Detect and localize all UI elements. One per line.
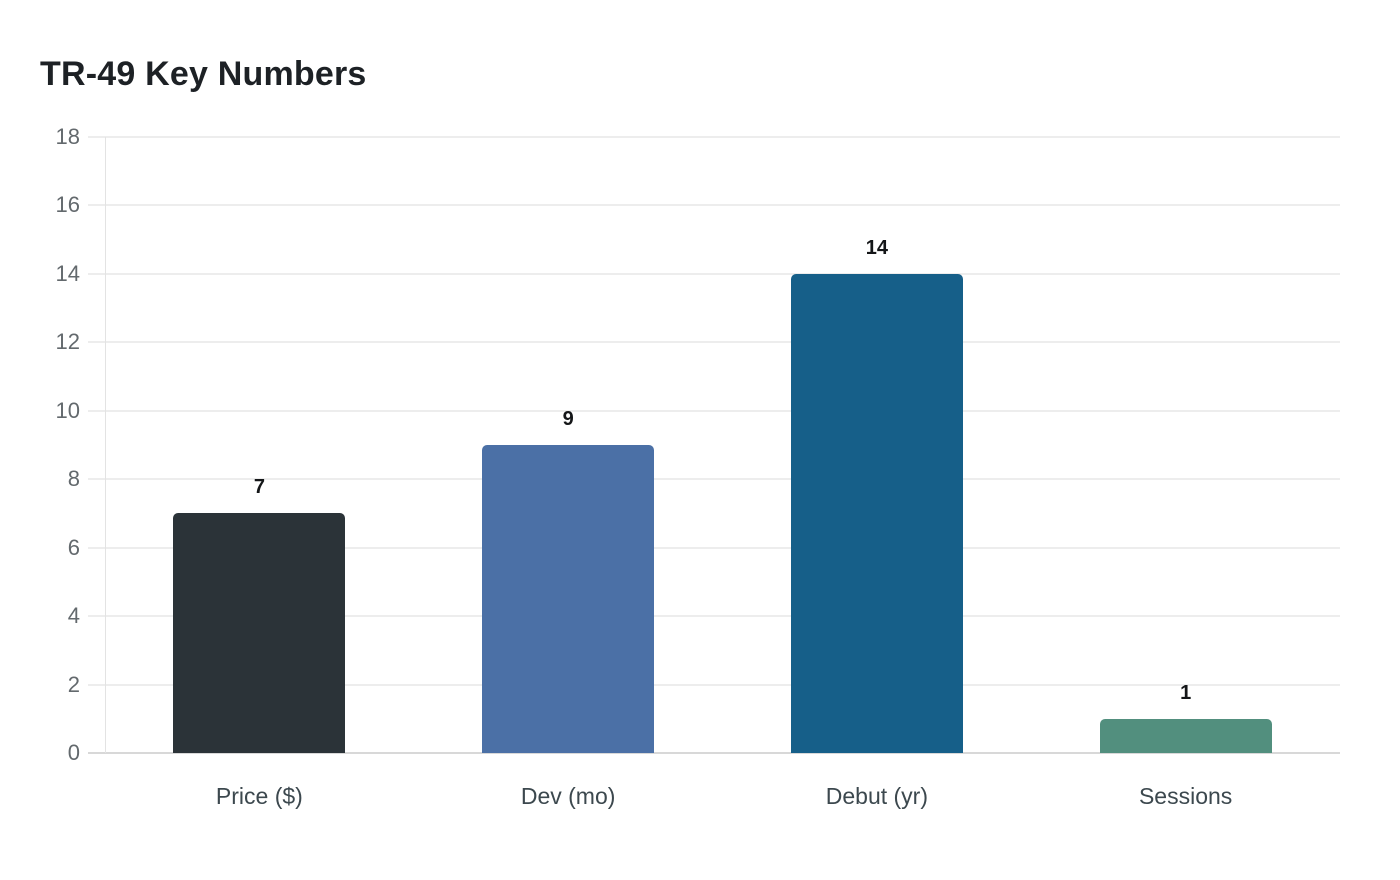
gridline [88,136,1340,138]
bar-value-label: 9 [562,408,574,430]
x-axis-category-label: Dev (mo) [520,783,616,809]
baseline-gridline [88,752,1340,754]
y-axis-tick-label: 4 [67,603,80,629]
bar-value-label: 1 [1180,681,1192,704]
gridline [88,341,1340,344]
gridline [88,615,1340,618]
bar-dev-mo [482,445,655,753]
bar-sessions [1099,718,1272,753]
bar-debut-yr [790,273,963,753]
chart-title: TR-49 Key Numbers [40,55,367,93]
x-axis-category-label: Sessions [1138,783,1233,809]
gridline [88,204,1340,207]
gridline [88,478,1340,481]
x-axis-category-label: Debut (yr) [825,783,928,809]
y-axis-tick-label: 2 [67,671,80,697]
gridline [88,409,1340,412]
bar-value-label: 14 [865,236,888,259]
y-axis-tick-label: 14 [55,260,80,286]
y-axis-tick-label: 8 [67,466,80,492]
y-axis-tick-label: 6 [67,534,80,560]
bar-price [173,513,346,753]
gridline [88,546,1340,549]
x-axis-category-label: Price ($) [215,783,303,809]
y-axis-tick-label: 0 [67,740,80,765]
y-axis-tick-label: 18 [55,124,80,149]
y-axis-tick-label: 10 [55,397,80,423]
gridline [88,683,1340,686]
bar-value-label: 7 [253,476,265,499]
gridline [88,272,1340,275]
y-axis-tick-label: 16 [55,192,80,218]
y-axis-tick-label: 12 [55,329,80,355]
y-axis-line [105,137,106,753]
